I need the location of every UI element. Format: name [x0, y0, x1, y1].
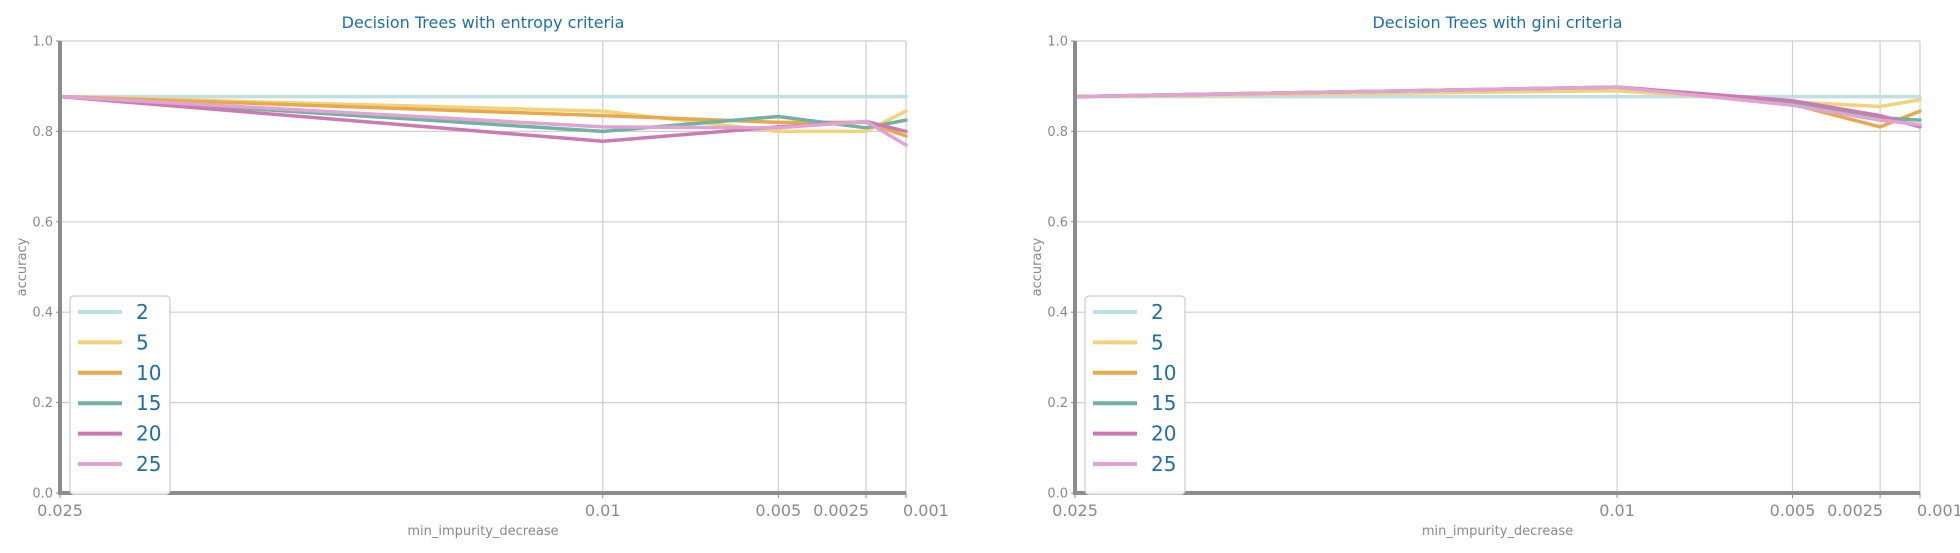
y-tick-label: 0.8 [1047, 125, 1068, 140]
chart-title: Decision Trees with gini criteria [1372, 13, 1622, 32]
y-tick-label: 0.4 [1047, 306, 1068, 321]
legend-label-2: 2 [1151, 300, 1164, 324]
chart-title: Decision Trees with entropy criteria [342, 13, 625, 32]
legend-label-10: 10 [136, 361, 161, 385]
x-tick-label: 0.005 [755, 501, 801, 520]
entropy-chart-panel: Decision Trees with entropy criteria0.00… [15, 13, 949, 539]
gini-chart-panel: Decision Trees with gini criteria 0.0 0.2 0… [1030, 13, 1960, 539]
legend-label-2: 2 [136, 300, 149, 324]
x-axis-label: min_impurity_decrease [1422, 524, 1573, 539]
x-tick-label: 0.001 [903, 501, 949, 520]
x-tick-label: 0.001 [1917, 501, 1960, 520]
x-tick-label: 0.025 [37, 501, 83, 520]
y-tick-label: 0.6 [1047, 215, 1068, 230]
x-axis-label: min_impurity_decrease [407, 524, 558, 539]
legend-box [1084, 295, 1186, 495]
y-tick-label: 0.4 [32, 306, 53, 321]
legend-label-20: 20 [1151, 422, 1176, 446]
y-tick-label: 0.2 [32, 396, 53, 411]
x-tick-label: 0.01 [585, 501, 621, 520]
series-line-25 [58, 94, 908, 147]
x-tick-label: 0.025 [1052, 501, 1098, 520]
y-tick-label: 1.0 [32, 35, 53, 50]
y-tick-label: 0.2 [1047, 396, 1068, 411]
legend-label-15: 15 [1151, 391, 1176, 415]
x-tick-label: 0.01 [1599, 501, 1635, 520]
legend-label-10: 10 [1151, 361, 1176, 385]
legend-label-20: 20 [136, 422, 161, 446]
legend-label-25: 25 [1151, 452, 1176, 476]
y-axis-label: accuracy [15, 237, 30, 296]
legend-label-5: 5 [1151, 330, 1164, 354]
y-tick-label: 1.0 [1047, 35, 1068, 50]
y-tick-label: 0.6 [32, 215, 53, 230]
series-line-25 [1073, 85, 1922, 127]
x-tick-label: 0.005 [1770, 501, 1816, 520]
legend-label-15: 15 [136, 391, 161, 415]
x-tick-label: 0.0025 [813, 501, 869, 520]
x-tick-label: 0.0025 [1827, 501, 1883, 520]
legend-box [69, 295, 171, 495]
legend-label-5: 5 [136, 330, 149, 354]
y-axis-label: accuracy [1030, 237, 1045, 296]
y-tick-label: 0.0 [1047, 487, 1068, 502]
y-tick-label: 0.8 [32, 125, 53, 140]
y-tick-label: 0.0 [32, 487, 53, 502]
legend-label-25: 25 [136, 452, 161, 476]
